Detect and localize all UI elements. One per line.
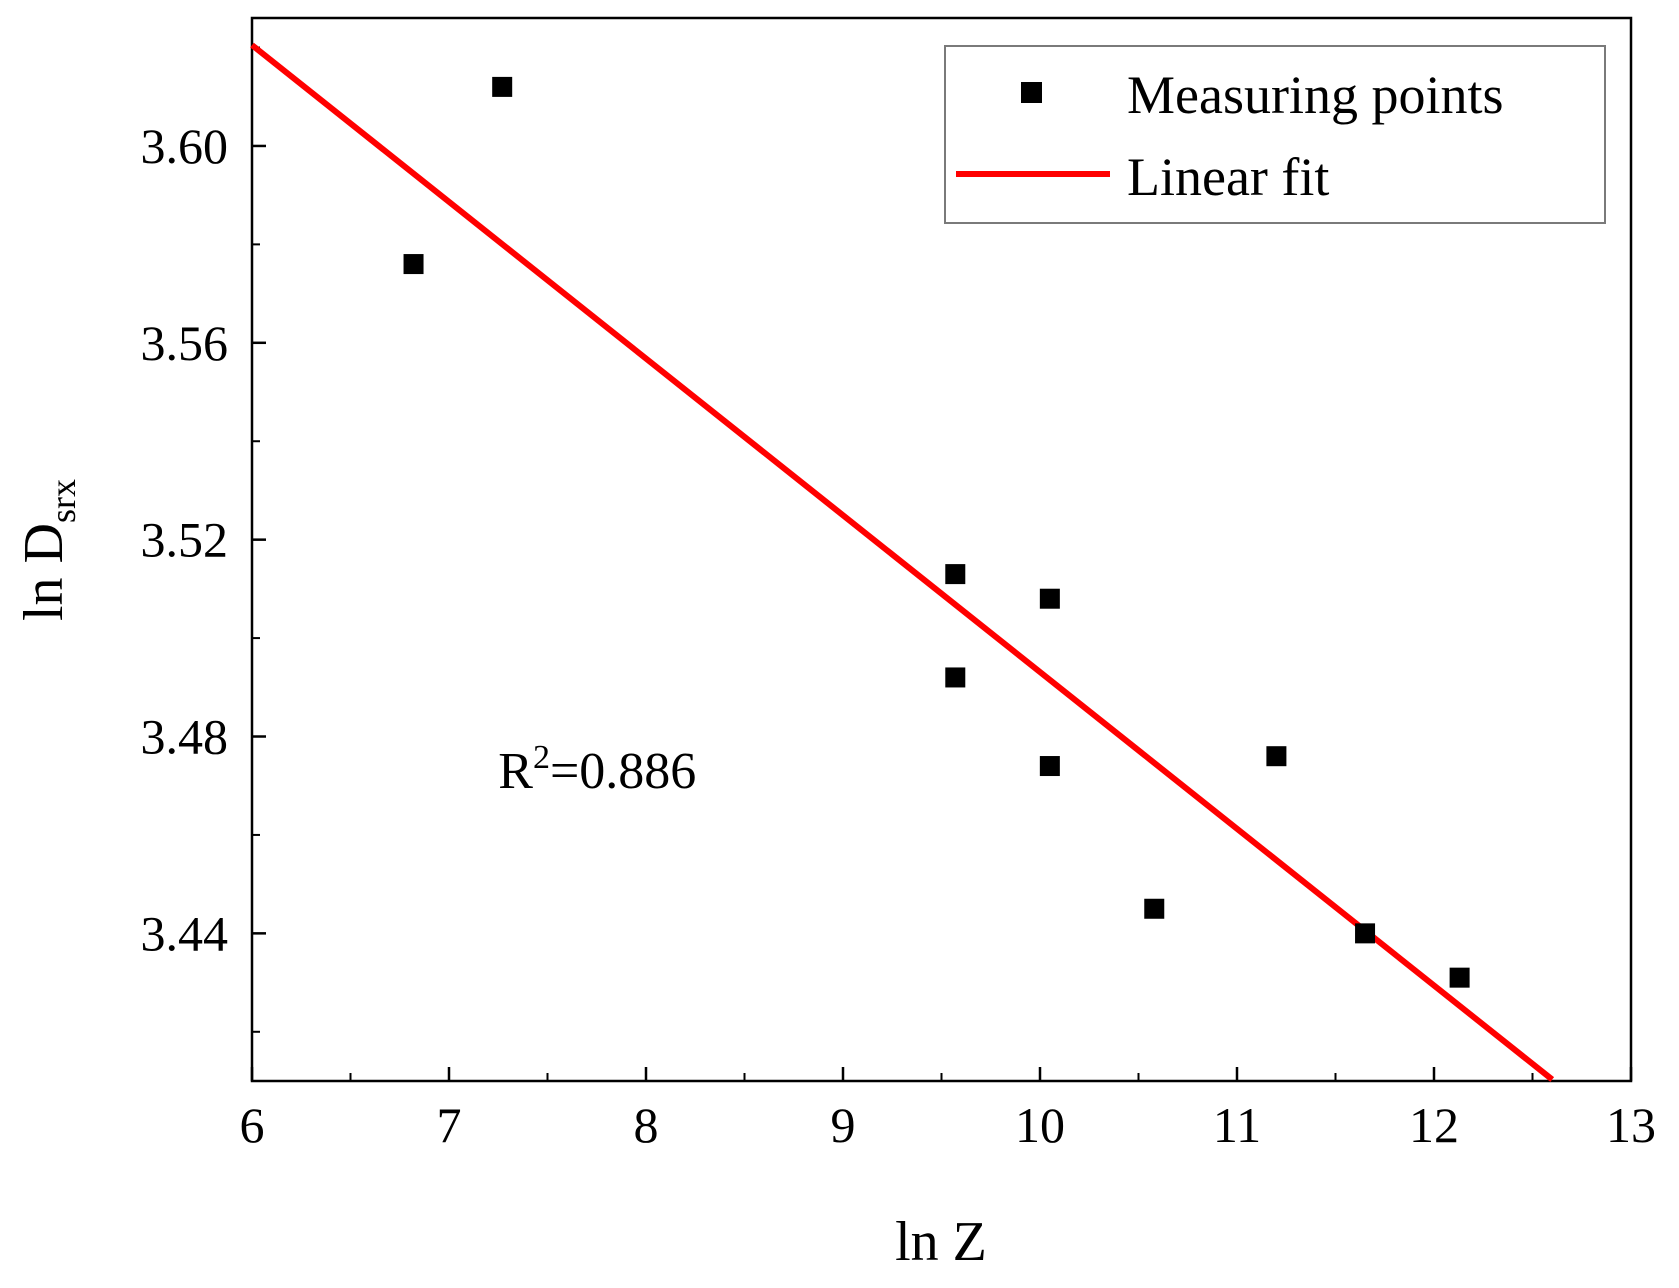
x-tick-label: 6 xyxy=(240,1097,265,1153)
annotation-base: R xyxy=(498,743,533,800)
legend-box xyxy=(944,45,1606,224)
linear-fit-line xyxy=(250,42,1555,1082)
x-axis-title: ln Z xyxy=(895,1211,987,1273)
y-tick-label: 3.56 xyxy=(141,315,229,371)
major-ticks xyxy=(250,144,1633,1081)
y-tick-label: 3.48 xyxy=(141,709,229,765)
legend-label-linear-fit: Linear fit xyxy=(1127,147,1329,207)
legend-label-measuring-points: Measuring points xyxy=(1127,65,1503,125)
y-tick-labels: 3.44 3.48 3.52 3.56 3.60 xyxy=(141,118,229,961)
annotation-superscript: 2 xyxy=(533,739,550,776)
data-point xyxy=(1266,746,1287,767)
x-tick-label: 11 xyxy=(1213,1097,1261,1153)
y-tick-label: 3.52 xyxy=(141,512,229,568)
r-squared-annotation: R2=0.886 xyxy=(498,739,696,800)
x-tick-label: 7 xyxy=(437,1097,462,1153)
data-point xyxy=(492,76,513,97)
y-axis-title-main: ln D xyxy=(13,523,75,621)
plot-area xyxy=(250,16,1633,1083)
fit-line-layer xyxy=(250,42,1555,1082)
points-layer xyxy=(403,76,1470,988)
x-tick-label: 10 xyxy=(1015,1097,1065,1153)
data-point xyxy=(945,564,966,585)
y-tick-label: 3.44 xyxy=(141,905,229,961)
data-point xyxy=(403,254,424,275)
data-point xyxy=(1039,756,1060,777)
legend-marker-measuring-points xyxy=(1021,82,1042,103)
x-tick-label: 9 xyxy=(831,1097,856,1153)
data-point xyxy=(1039,588,1060,609)
legend: Measuring points Linear fit xyxy=(944,45,1606,224)
y-axis-title-subscript: srx xyxy=(43,479,83,523)
x-tick-label: 8 xyxy=(634,1097,659,1153)
data-point xyxy=(1449,967,1470,988)
data-point xyxy=(945,667,966,688)
y-axis-title: ln Dsrx xyxy=(13,479,83,621)
annotation-rest: =0.886 xyxy=(550,743,696,800)
x-tick-label: 12 xyxy=(1409,1097,1459,1153)
x-tick-labels: 6 7 8 9 10 11 12 13 xyxy=(240,1097,1657,1153)
y-tick-label: 3.60 xyxy=(141,118,229,174)
x-tick-label: 13 xyxy=(1606,1097,1656,1153)
data-point xyxy=(1144,898,1165,919)
data-point xyxy=(1355,923,1376,944)
